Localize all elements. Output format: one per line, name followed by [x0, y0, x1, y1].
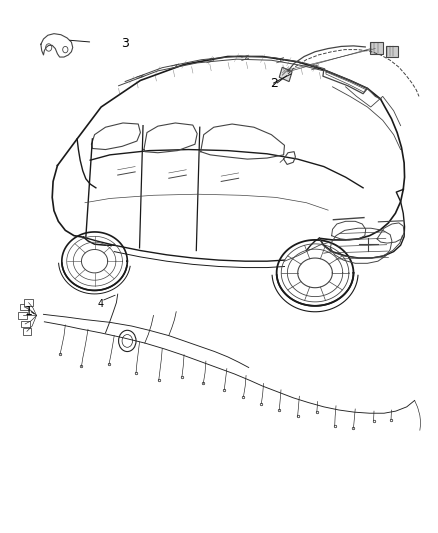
Bar [24, 300, 33, 306]
Circle shape [119, 330, 136, 352]
Circle shape [46, 44, 52, 51]
Text: 4: 4 [98, 298, 104, 309]
Text: 1: 1 [25, 305, 33, 318]
Bar [22, 328, 31, 335]
Bar [279, 67, 292, 82]
Text: 3: 3 [121, 37, 129, 50]
Bar [370, 42, 383, 54]
Bar [21, 321, 29, 327]
Circle shape [122, 335, 133, 348]
Text: 2: 2 [270, 77, 278, 90]
Circle shape [63, 46, 68, 53]
Bar [18, 312, 27, 319]
Bar [20, 304, 28, 310]
Bar [386, 46, 398, 56]
